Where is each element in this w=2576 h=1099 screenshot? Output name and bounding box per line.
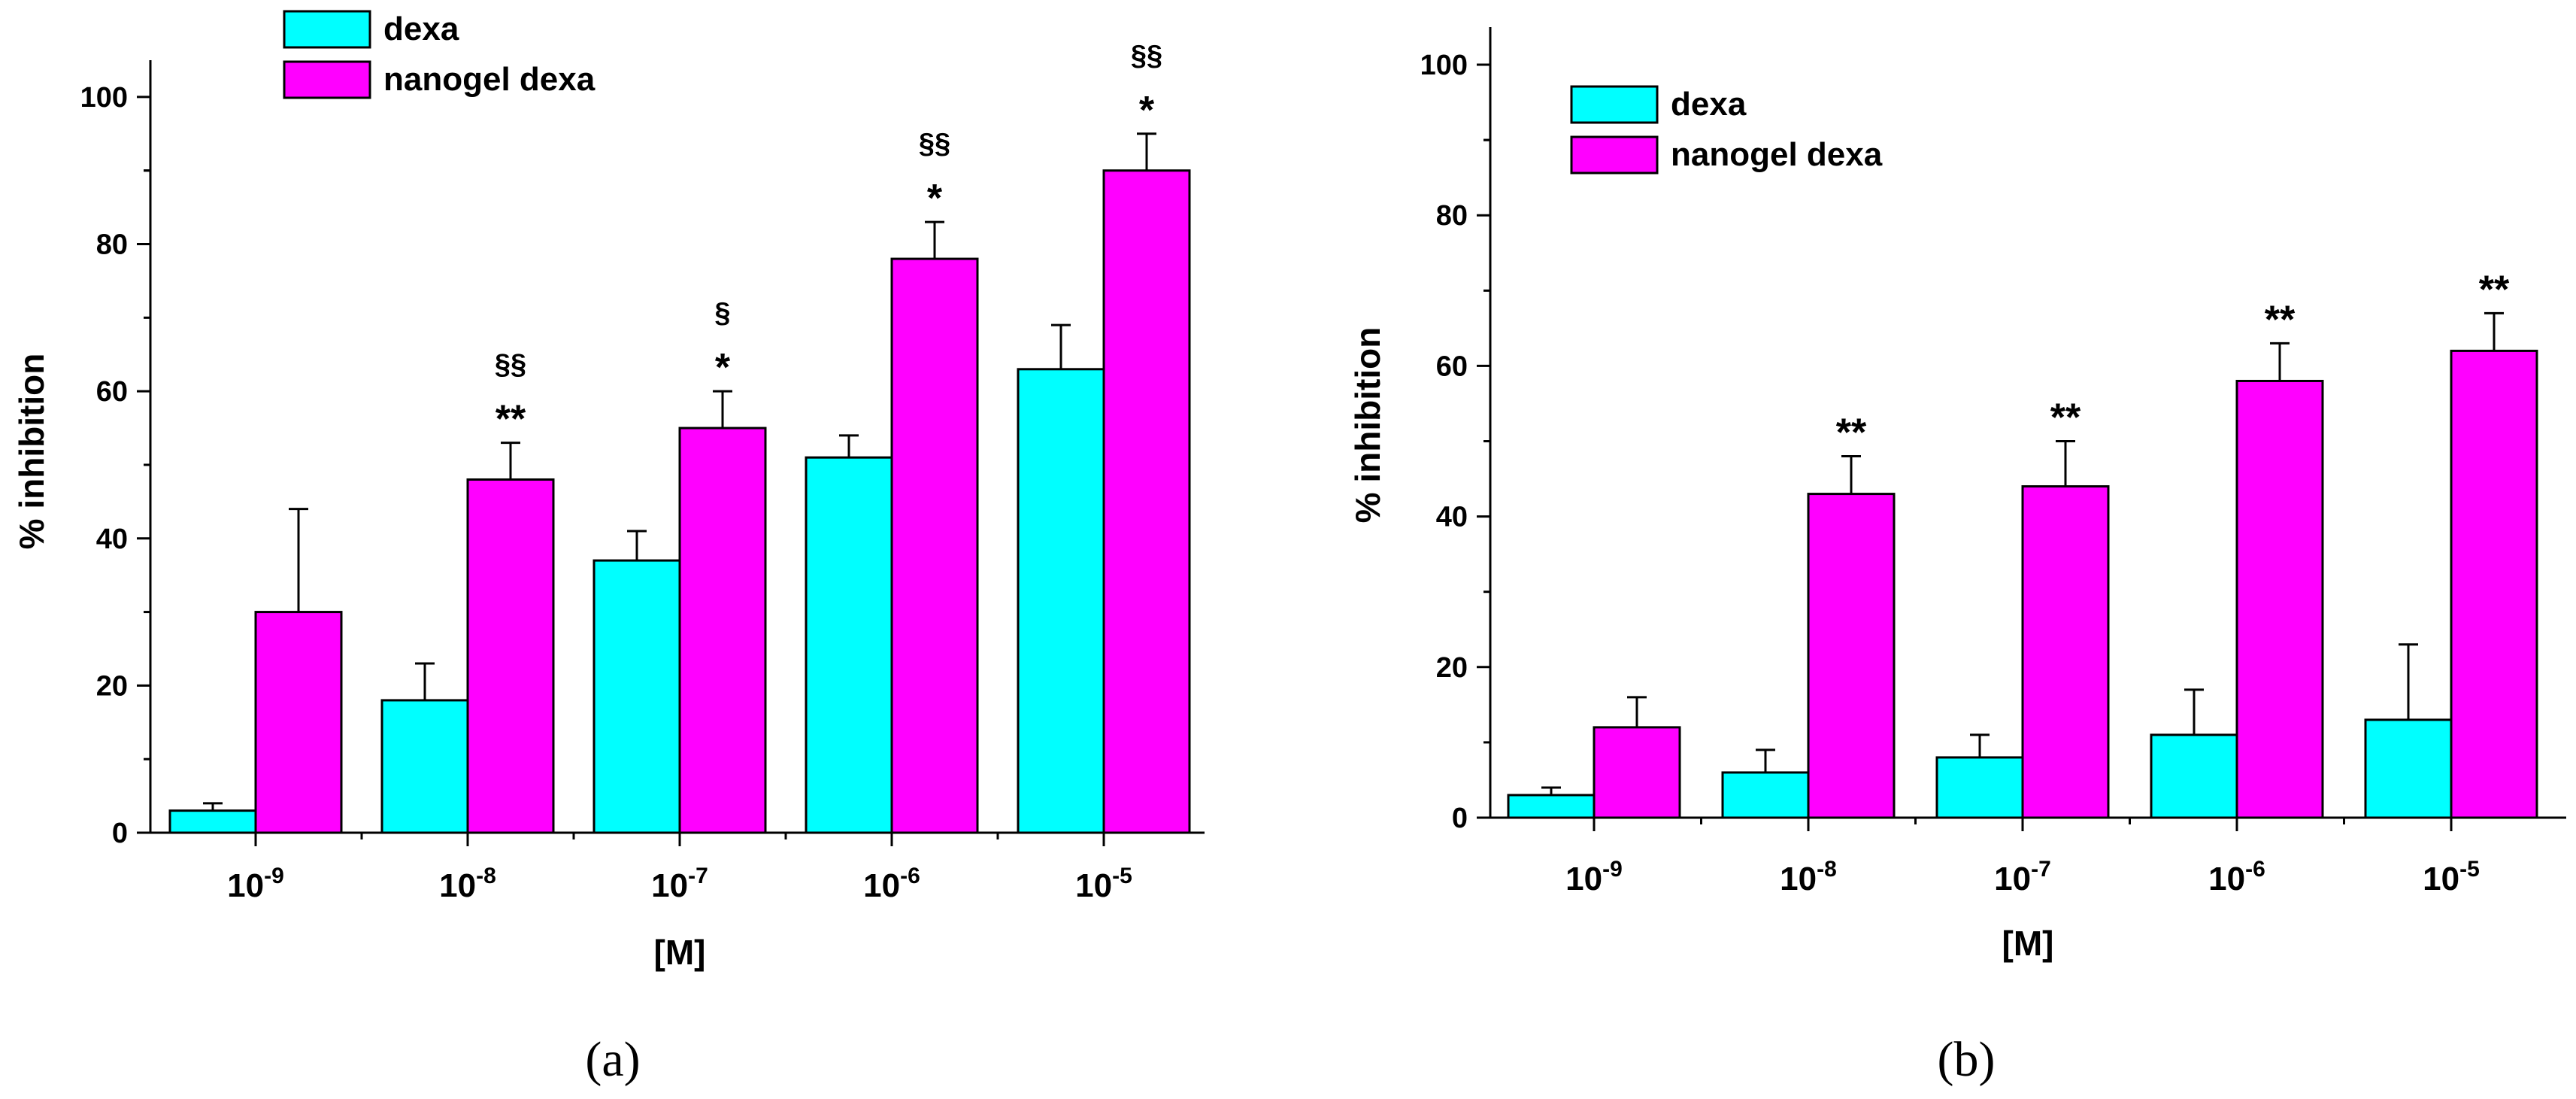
bar-dexa xyxy=(168,809,257,834)
bar-dexa xyxy=(1017,368,1105,834)
y-axis-title: % inhibition xyxy=(1348,327,1387,524)
significance-section: §§ xyxy=(1131,40,1162,71)
bar-nanogel-dexa xyxy=(2021,485,2110,819)
legend-label: nanogel dexa xyxy=(383,61,596,98)
significance-section: §§ xyxy=(919,128,950,159)
y-tick-label: 0 xyxy=(1452,803,1468,834)
x-tick-label: 10-7 xyxy=(651,864,708,904)
bar-dexa xyxy=(592,559,681,834)
bar-dexa xyxy=(1935,756,2024,819)
x-tick-label: 10-5 xyxy=(1075,864,1132,904)
y-tick-label: 80 xyxy=(1436,200,1468,232)
x-tick-label: 10-6 xyxy=(863,864,920,904)
bar-nanogel-dexa xyxy=(254,611,343,834)
bar-nanogel-dexa xyxy=(1807,493,1896,819)
chart-panel-a: 0 20 40 60 80 100 10-9 10-8 10-7 10-6 10-5 ** §§ * § * §… xyxy=(12,10,1205,1087)
y-tick-label: 60 xyxy=(96,376,128,408)
y-axis-title: % inhibition xyxy=(12,354,51,550)
legend-swatch xyxy=(1570,135,1659,175)
bar-nanogel-dexa xyxy=(2235,379,2324,819)
x-axis-title: [M] xyxy=(654,933,706,972)
panel-label: (a) xyxy=(585,1032,640,1087)
panel-label: (b) xyxy=(1938,1032,1996,1087)
legend-label: nanogel dexa xyxy=(1671,136,1883,173)
significance-star: ** xyxy=(2479,268,2510,311)
x-tick-label: 10-5 xyxy=(2423,857,2480,897)
bar-dexa xyxy=(2150,733,2238,819)
x-tick-label: 10-8 xyxy=(439,864,496,904)
significance-star: ** xyxy=(2050,396,2081,440)
legend-swatch xyxy=(1570,85,1659,124)
significance-star: * xyxy=(927,177,943,220)
significance-star: * xyxy=(715,346,731,390)
significance-star: ** xyxy=(1836,411,1867,455)
bar-dexa xyxy=(2364,718,2453,819)
bar-dexa xyxy=(380,699,469,834)
x-tick-label: 10-7 xyxy=(1994,857,2051,897)
significance-star: ** xyxy=(2265,298,2296,342)
legend-label: dexa xyxy=(383,11,459,47)
significance-star: ** xyxy=(496,398,526,442)
bar-dexa xyxy=(1507,794,1596,819)
bar-nanogel-dexa xyxy=(1102,169,1191,834)
x-tick-label: 10-9 xyxy=(227,864,284,904)
y-tick-label: 80 xyxy=(96,229,128,261)
x-tick-label: 10-9 xyxy=(1565,857,1623,897)
y-tick-label: 20 xyxy=(96,670,128,702)
bar-nanogel-dexa xyxy=(890,257,979,834)
bar-nanogel-dexa xyxy=(1593,726,1681,819)
x-axis-title: [M] xyxy=(2002,924,2054,963)
significance-section: § xyxy=(714,297,730,329)
legend-swatch xyxy=(283,60,371,99)
legend-label: dexa xyxy=(1671,86,1747,123)
y-tick-label: 40 xyxy=(1436,502,1468,533)
significance-section: §§ xyxy=(495,349,526,381)
y-tick-label: 60 xyxy=(1436,351,1468,382)
y-tick-label: 40 xyxy=(96,524,128,555)
bar-nanogel-dexa xyxy=(678,427,767,834)
x-tick-label: 10-6 xyxy=(2208,857,2265,897)
bar-dexa xyxy=(1721,771,1810,819)
bar-nanogel-dexa xyxy=(2450,349,2538,819)
x-tick-label: 10-8 xyxy=(1780,857,1837,897)
y-tick-label: 0 xyxy=(112,818,128,849)
y-tick-label: 20 xyxy=(1436,652,1468,684)
legend-swatch xyxy=(283,10,371,49)
bar-nanogel-dexa xyxy=(466,478,555,834)
y-tick-label: 100 xyxy=(80,82,128,114)
y-tick-label: 100 xyxy=(1420,50,1468,81)
chart-panel-b: 0 20 40 60 80 100 10-9 10-8 10-7 10-6 10-5 ** ** ** **… xyxy=(1348,27,2566,1087)
significance-star: * xyxy=(1139,89,1155,132)
bar-dexa xyxy=(805,456,893,834)
